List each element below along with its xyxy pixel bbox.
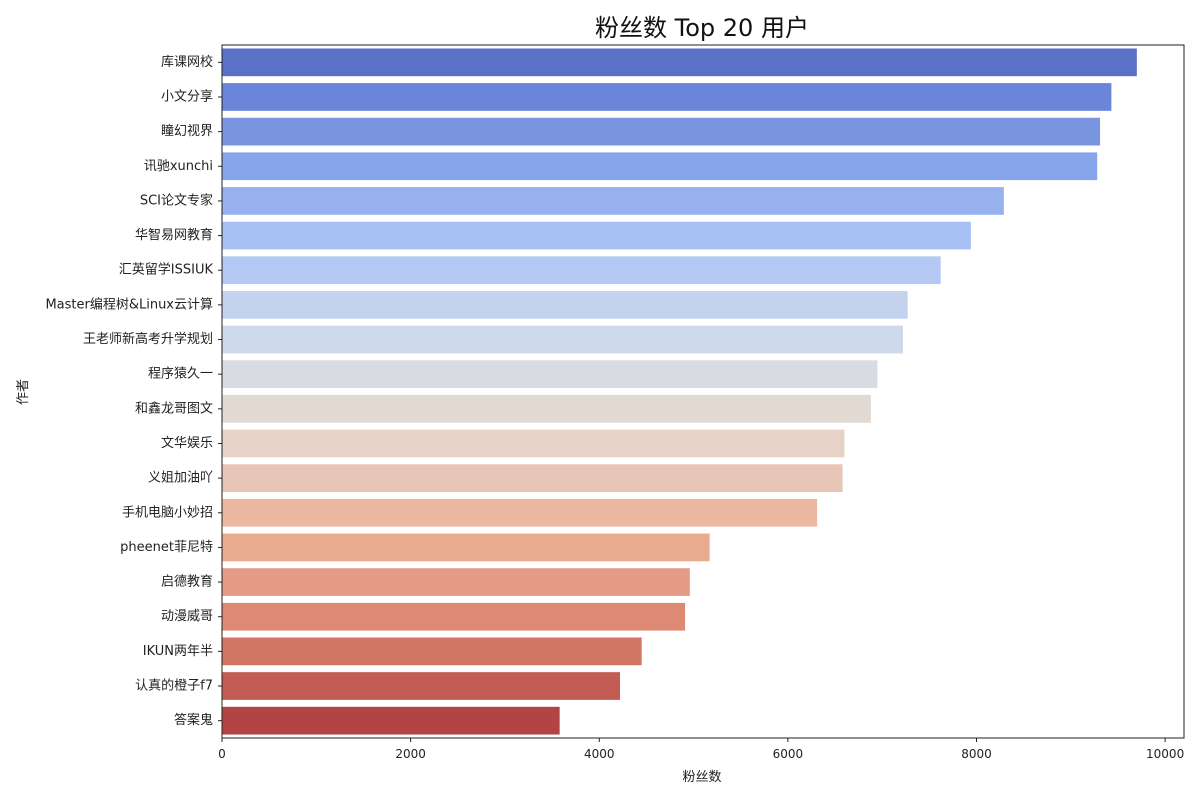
y-axis-title: 作者 <box>16 379 31 405</box>
x-tick-label: 6000 <box>773 747 804 761</box>
x-tick-label: 0 <box>218 747 226 761</box>
category-label: 和鑫龙哥图文 <box>135 400 213 416</box>
category-label: 瞳幻视界 <box>161 124 213 139</box>
category-label: 启德教育 <box>161 574 213 590</box>
bar <box>222 221 971 250</box>
category-label: 王老师新高考升学规划 <box>83 331 213 347</box>
category-label: 汇英留学ISSIUK <box>119 262 214 278</box>
bars-group <box>222 48 1137 735</box>
x-tick-label: 8000 <box>961 747 992 761</box>
x-tick-label: 2000 <box>395 747 426 761</box>
category-label: 义姐加油吖 <box>148 471 213 486</box>
bar <box>222 325 903 354</box>
category-label: 动漫威哥 <box>161 609 213 624</box>
category-label: Master编程树&Linux云计算 <box>45 297 213 312</box>
bar <box>222 533 710 562</box>
bar <box>222 429 845 458</box>
category-label: pheenet菲尼特 <box>120 540 213 555</box>
bar <box>222 637 642 666</box>
x-axis-title: 粉丝数 <box>682 770 721 785</box>
x-tick-label: 10000 <box>1146 747 1184 761</box>
category-label: IKUN两年半 <box>143 644 213 659</box>
category-label: 认真的橙子f7 <box>135 678 213 694</box>
bar <box>222 568 690 596</box>
bar <box>222 394 871 423</box>
category-label: 小文分享 <box>161 88 213 104</box>
category-label: 库课网校 <box>161 54 213 70</box>
category-label: 华智易网教育 <box>135 227 213 243</box>
bar <box>222 83 1112 111</box>
bar <box>222 256 941 285</box>
x-tick-label: 4000 <box>584 747 615 761</box>
bar <box>222 360 878 389</box>
bar <box>222 498 818 527</box>
bar <box>222 706 560 735</box>
category-label: SCI论文专家 <box>140 192 213 208</box>
category-label: 手机电脑小妙招 <box>122 505 213 520</box>
bar <box>222 291 908 319</box>
bar <box>222 464 843 492</box>
plot-frame <box>221 44 1185 739</box>
bar <box>222 48 1137 77</box>
bar <box>222 602 686 631</box>
bar <box>222 152 1098 181</box>
bar <box>222 672 621 700</box>
category-label: 文华娱乐 <box>161 436 213 451</box>
chart-title: 粉丝数 Top 20 用户 <box>595 14 809 42</box>
category-label: 讯驰xunchi <box>144 159 213 174</box>
category-label: 答案鬼 <box>174 712 213 728</box>
x-axis-ticks: 0 2000 4000 6000 8000 10000 <box>218 738 1184 761</box>
bar <box>222 187 1004 215</box>
bar <box>222 117 1101 146</box>
category-label: 程序猿久一 <box>148 367 213 382</box>
